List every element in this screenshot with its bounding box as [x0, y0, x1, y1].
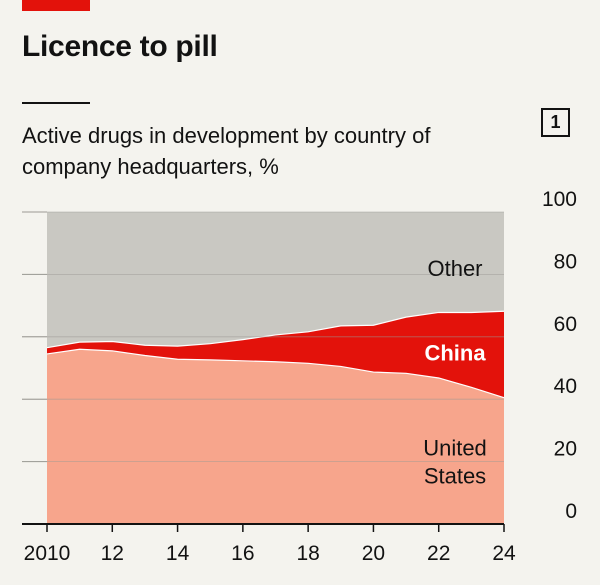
series-label-united-states: United	[423, 436, 487, 461]
x-tick-label: 22	[427, 542, 450, 565]
area-united-states	[47, 349, 504, 524]
y-tick-label: 0	[565, 500, 577, 523]
title-rule	[22, 102, 90, 104]
y-tick-label: 80	[554, 250, 577, 273]
chart-title: Licence to pill	[22, 30, 218, 63]
y-tick-label: 60	[554, 313, 577, 336]
series-label-china: China	[424, 340, 486, 365]
series-label-other: Other	[427, 256, 482, 281]
series-boundary-line	[46, 348, 505, 399]
x-tick-label: 24	[492, 542, 516, 565]
x-tick-label: 20	[362, 542, 385, 565]
x-tick-label: 18	[296, 542, 319, 565]
y-tick-label: 40	[554, 375, 577, 398]
area-china	[47, 311, 504, 398]
x-tick-label: 14	[166, 542, 190, 565]
brand-accent-bar	[22, 0, 90, 11]
chart-number-badge: 1	[541, 108, 570, 137]
x-tick-label: 12	[101, 542, 124, 565]
x-tick-label: 16	[231, 542, 254, 565]
y-tick-label: 100	[542, 188, 577, 211]
series-boundary-line	[46, 310, 505, 349]
series-label-united-states: States	[424, 464, 486, 489]
area-other	[47, 212, 504, 348]
chart-subtitle: Active drugs in development by country o…	[22, 123, 431, 179]
y-tick-label: 20	[554, 438, 577, 461]
x-tick-label: 2010	[24, 542, 71, 565]
